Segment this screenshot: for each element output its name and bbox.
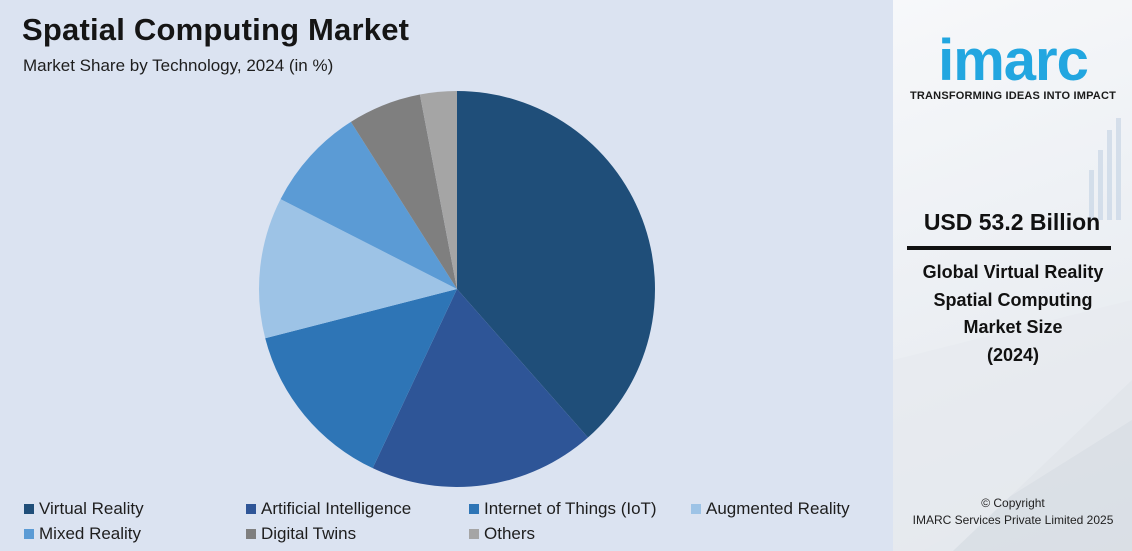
copyright: © Copyright IMARC Services Private Limit… — [899, 495, 1127, 529]
market-size-value: USD 53.2 Billion — [923, 209, 1101, 235]
chart-panel: Spatial Computing Market Market Share by… — [0, 0, 893, 551]
legend-label: Virtual Reality — [39, 499, 144, 518]
legend-label: Mixed Reality — [39, 524, 142, 543]
legend-label: Augmented Reality — [706, 499, 850, 518]
chart-title: Spatial Computing Market — [22, 12, 410, 47]
legend-item: Internet of Things (IoT) — [469, 498, 657, 520]
legend-item: Mixed Reality — [24, 523, 141, 545]
market-size-description: Global Virtual Reality Spatial Computing… — [903, 259, 1123, 369]
copyright-line: © Copyright — [981, 496, 1045, 510]
logo-tagline: TRANSFORMING IDEAS INTO IMPACT — [909, 90, 1117, 102]
legend-label: Others — [484, 524, 536, 543]
market-desc-line: Global Virtual Reality — [922, 262, 1104, 282]
legend-item: Others — [469, 523, 535, 545]
decorative-background — [893, 118, 1132, 551]
legend-swatch — [24, 504, 34, 514]
chart-subtitle: Market Share by Technology, 2024 (in %) — [23, 56, 334, 75]
legend-item: Virtual Reality — [24, 498, 144, 520]
legend-item: Digital Twins — [246, 523, 356, 545]
pie-chart — [258, 91, 655, 488]
market-desc-line: Spatial Computing — [933, 289, 1093, 310]
legend-swatch — [246, 504, 256, 514]
market-desc-line: Market Size — [963, 317, 1063, 337]
legend-swatch — [469, 504, 479, 514]
info-sidebar: imarc TRANSFORMING IDEAS INTO IMPACT USD… — [893, 0, 1132, 551]
pie-slice-internet-of-things-iot — [265, 289, 457, 469]
legend-swatch — [24, 529, 34, 539]
pie-slice-augmented-reality — [258, 199, 457, 339]
pie-slice-mixed-reality — [280, 121, 457, 289]
divider — [907, 246, 1111, 250]
pie-slice-others — [419, 91, 457, 289]
pie-slice-artificial-intelligence — [372, 289, 588, 488]
legend-item: Augmented Reality — [691, 498, 850, 520]
pie-slice-digital-twins — [350, 94, 457, 289]
legend-label: Internet of Things (IoT) — [484, 499, 657, 518]
legend-item: Artificial Intelligence — [246, 498, 411, 520]
imarc-logo: imarc — [938, 28, 1089, 93]
copyright-line: IMARC Services Private Limited 2025 — [912, 513, 1114, 527]
legend-label: Digital Twins — [261, 524, 357, 543]
chart-legend: Virtual Reality Artificial Intelligence In… — [24, 498, 884, 548]
pie-slice-virtual-reality — [457, 91, 655, 438]
legend-swatch — [246, 529, 256, 539]
legend-swatch — [691, 504, 701, 514]
legend-swatch — [469, 529, 479, 539]
legend-label: Artificial Intelligence — [261, 499, 412, 518]
market-desc-line: (2024) — [986, 344, 1040, 365]
